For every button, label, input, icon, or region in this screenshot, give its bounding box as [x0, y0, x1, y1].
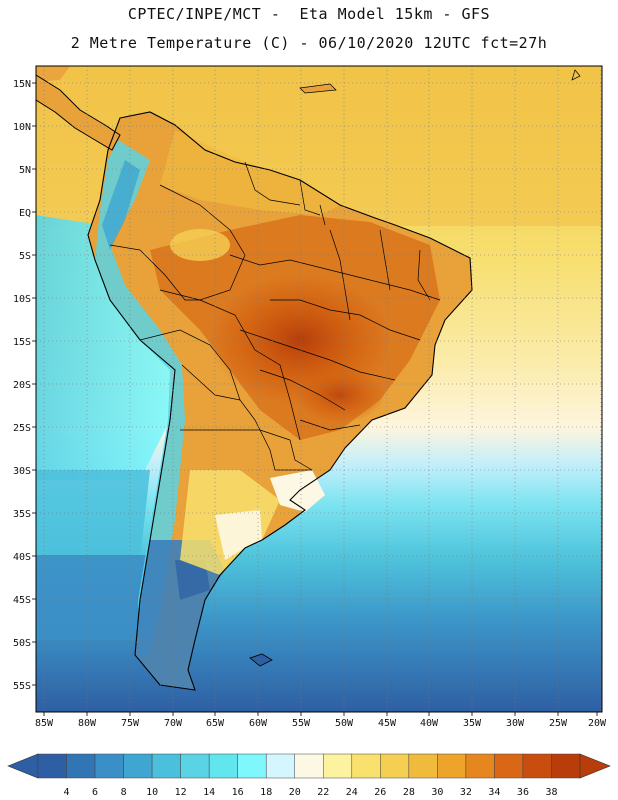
legend-labels: 4 6 8 10 12 14 16 18 20 22 24 26 28 30 32 34 36 38	[64, 787, 558, 798]
falkland-islands	[249, 653, 273, 667]
amazon-mild-patch	[170, 229, 230, 261]
lat-label: EQ	[19, 208, 31, 219]
lon-label: 55W	[292, 718, 311, 729]
legend-swatch	[94, 753, 124, 779]
lon-tick-marks	[43, 712, 598, 716]
lat-label: 25S	[13, 423, 31, 434]
lat-label: 30S	[13, 466, 31, 477]
lat-label: 40S	[13, 552, 31, 563]
lat-label: 5S	[19, 251, 31, 262]
legend-label: 16	[232, 787, 244, 798]
pacific-south-band	[36, 470, 150, 560]
legend-label: 12	[175, 787, 187, 798]
legend-label: 18	[260, 787, 272, 798]
legend-swatches	[37, 753, 581, 779]
map-title-line2: 2 Metre Temperature (C) - 06/10/2020 12U…	[70, 34, 548, 52]
lat-label: 50S	[13, 638, 31, 649]
lon-labels: 85W 80W 75W 70W 65W 60W 55W 50W 45W 40W …	[35, 718, 607, 729]
legend-swatch	[323, 753, 353, 779]
lon-label: 75W	[121, 718, 140, 729]
legend-label: 22	[317, 787, 329, 798]
color-legend: 4 6 8 10 12 14 16 18 20 22 24 26 28 30 32 34 36 38	[7, 753, 611, 798]
coastline	[87, 111, 473, 691]
legend-swatch	[522, 753, 552, 779]
legend-swatch	[465, 753, 495, 779]
lat-label: 45S	[13, 595, 31, 606]
pacific-ocean	[36, 215, 170, 480]
lat-tick-marks	[32, 82, 36, 686]
legend-label: 38	[545, 787, 557, 798]
northern-warm-belt	[160, 130, 340, 215]
legend-swatch	[351, 753, 381, 779]
colombian-andes	[102, 160, 140, 250]
legend-swatch	[437, 753, 467, 779]
legend-label: 28	[403, 787, 415, 798]
legend-swatch	[380, 753, 410, 779]
legend-label: 34	[488, 787, 500, 798]
lon-label: 80W	[78, 718, 97, 729]
lon-label: 50W	[335, 718, 354, 729]
legend-label: 32	[460, 787, 472, 798]
patagonia-core	[175, 560, 210, 600]
lat-label: 10N	[13, 122, 31, 133]
legend-swatch	[208, 753, 238, 779]
lon-label: 60W	[249, 718, 268, 729]
legend-label: 8	[121, 787, 127, 798]
caribbean-island	[299, 83, 337, 94]
uruguay-mild	[270, 470, 325, 512]
legend-below-arrow	[7, 753, 39, 779]
legend-swatch	[237, 753, 267, 779]
mexico-edge	[36, 66, 70, 82]
map-field	[36, 66, 602, 712]
legend-above-arrow	[579, 753, 611, 779]
southeast-hotspot	[295, 367, 385, 423]
legend-label: 4	[64, 787, 70, 798]
legend-swatch	[551, 753, 581, 779]
legend-swatch	[151, 753, 181, 779]
legend-label: 10	[146, 787, 158, 798]
pacific-far-south	[36, 555, 150, 640]
legend-swatch	[265, 753, 295, 779]
lon-label: 25W	[549, 718, 568, 729]
legend-swatch	[294, 753, 324, 779]
lat-labels: 15N 10N 5N EQ 5S 10S 15S 20S 25S 30S 35S…	[13, 79, 31, 692]
legend-label: 24	[346, 787, 358, 798]
lon-label: 20W	[588, 718, 607, 729]
caribbean-islet	[571, 69, 581, 81]
lat-label: 55S	[13, 681, 31, 692]
map-frame	[35, 65, 603, 713]
andes-cold-strip	[95, 140, 185, 660]
lat-label: 15N	[13, 79, 31, 90]
lon-label: 35W	[463, 718, 482, 729]
lon-label: 30W	[506, 718, 525, 729]
lon-label: 70W	[164, 718, 183, 729]
lon-label: 65W	[206, 718, 225, 729]
legend-label: 6	[92, 787, 98, 798]
legend-swatch	[37, 753, 67, 779]
legend-swatch	[408, 753, 438, 779]
lon-label: 85W	[35, 718, 54, 729]
legend-swatch	[180, 753, 210, 779]
lat-label: 35S	[13, 509, 31, 520]
lat-label: 5N	[19, 165, 31, 176]
central-america-land	[36, 75, 120, 150]
lat-label: 10S	[13, 294, 31, 305]
legend-swatch	[494, 753, 524, 779]
map-title-line1: CPTEC/INPE/MCT - Eta Model 15km - GFS	[127, 5, 491, 23]
lat-label: 15S	[13, 337, 31, 348]
legend-swatch	[123, 753, 153, 779]
legend-label: 36	[517, 787, 529, 798]
legend-label: 14	[203, 787, 215, 798]
lon-label: 45W	[378, 718, 397, 729]
legend-label: 26	[374, 787, 386, 798]
lon-label: 40W	[420, 718, 439, 729]
legend-swatch	[66, 753, 96, 779]
legend-label: 30	[431, 787, 443, 798]
central-america-coast	[36, 74, 121, 151]
legend-label: 20	[289, 787, 301, 798]
lat-label: 20S	[13, 380, 31, 391]
pampas-mild	[215, 510, 262, 560]
